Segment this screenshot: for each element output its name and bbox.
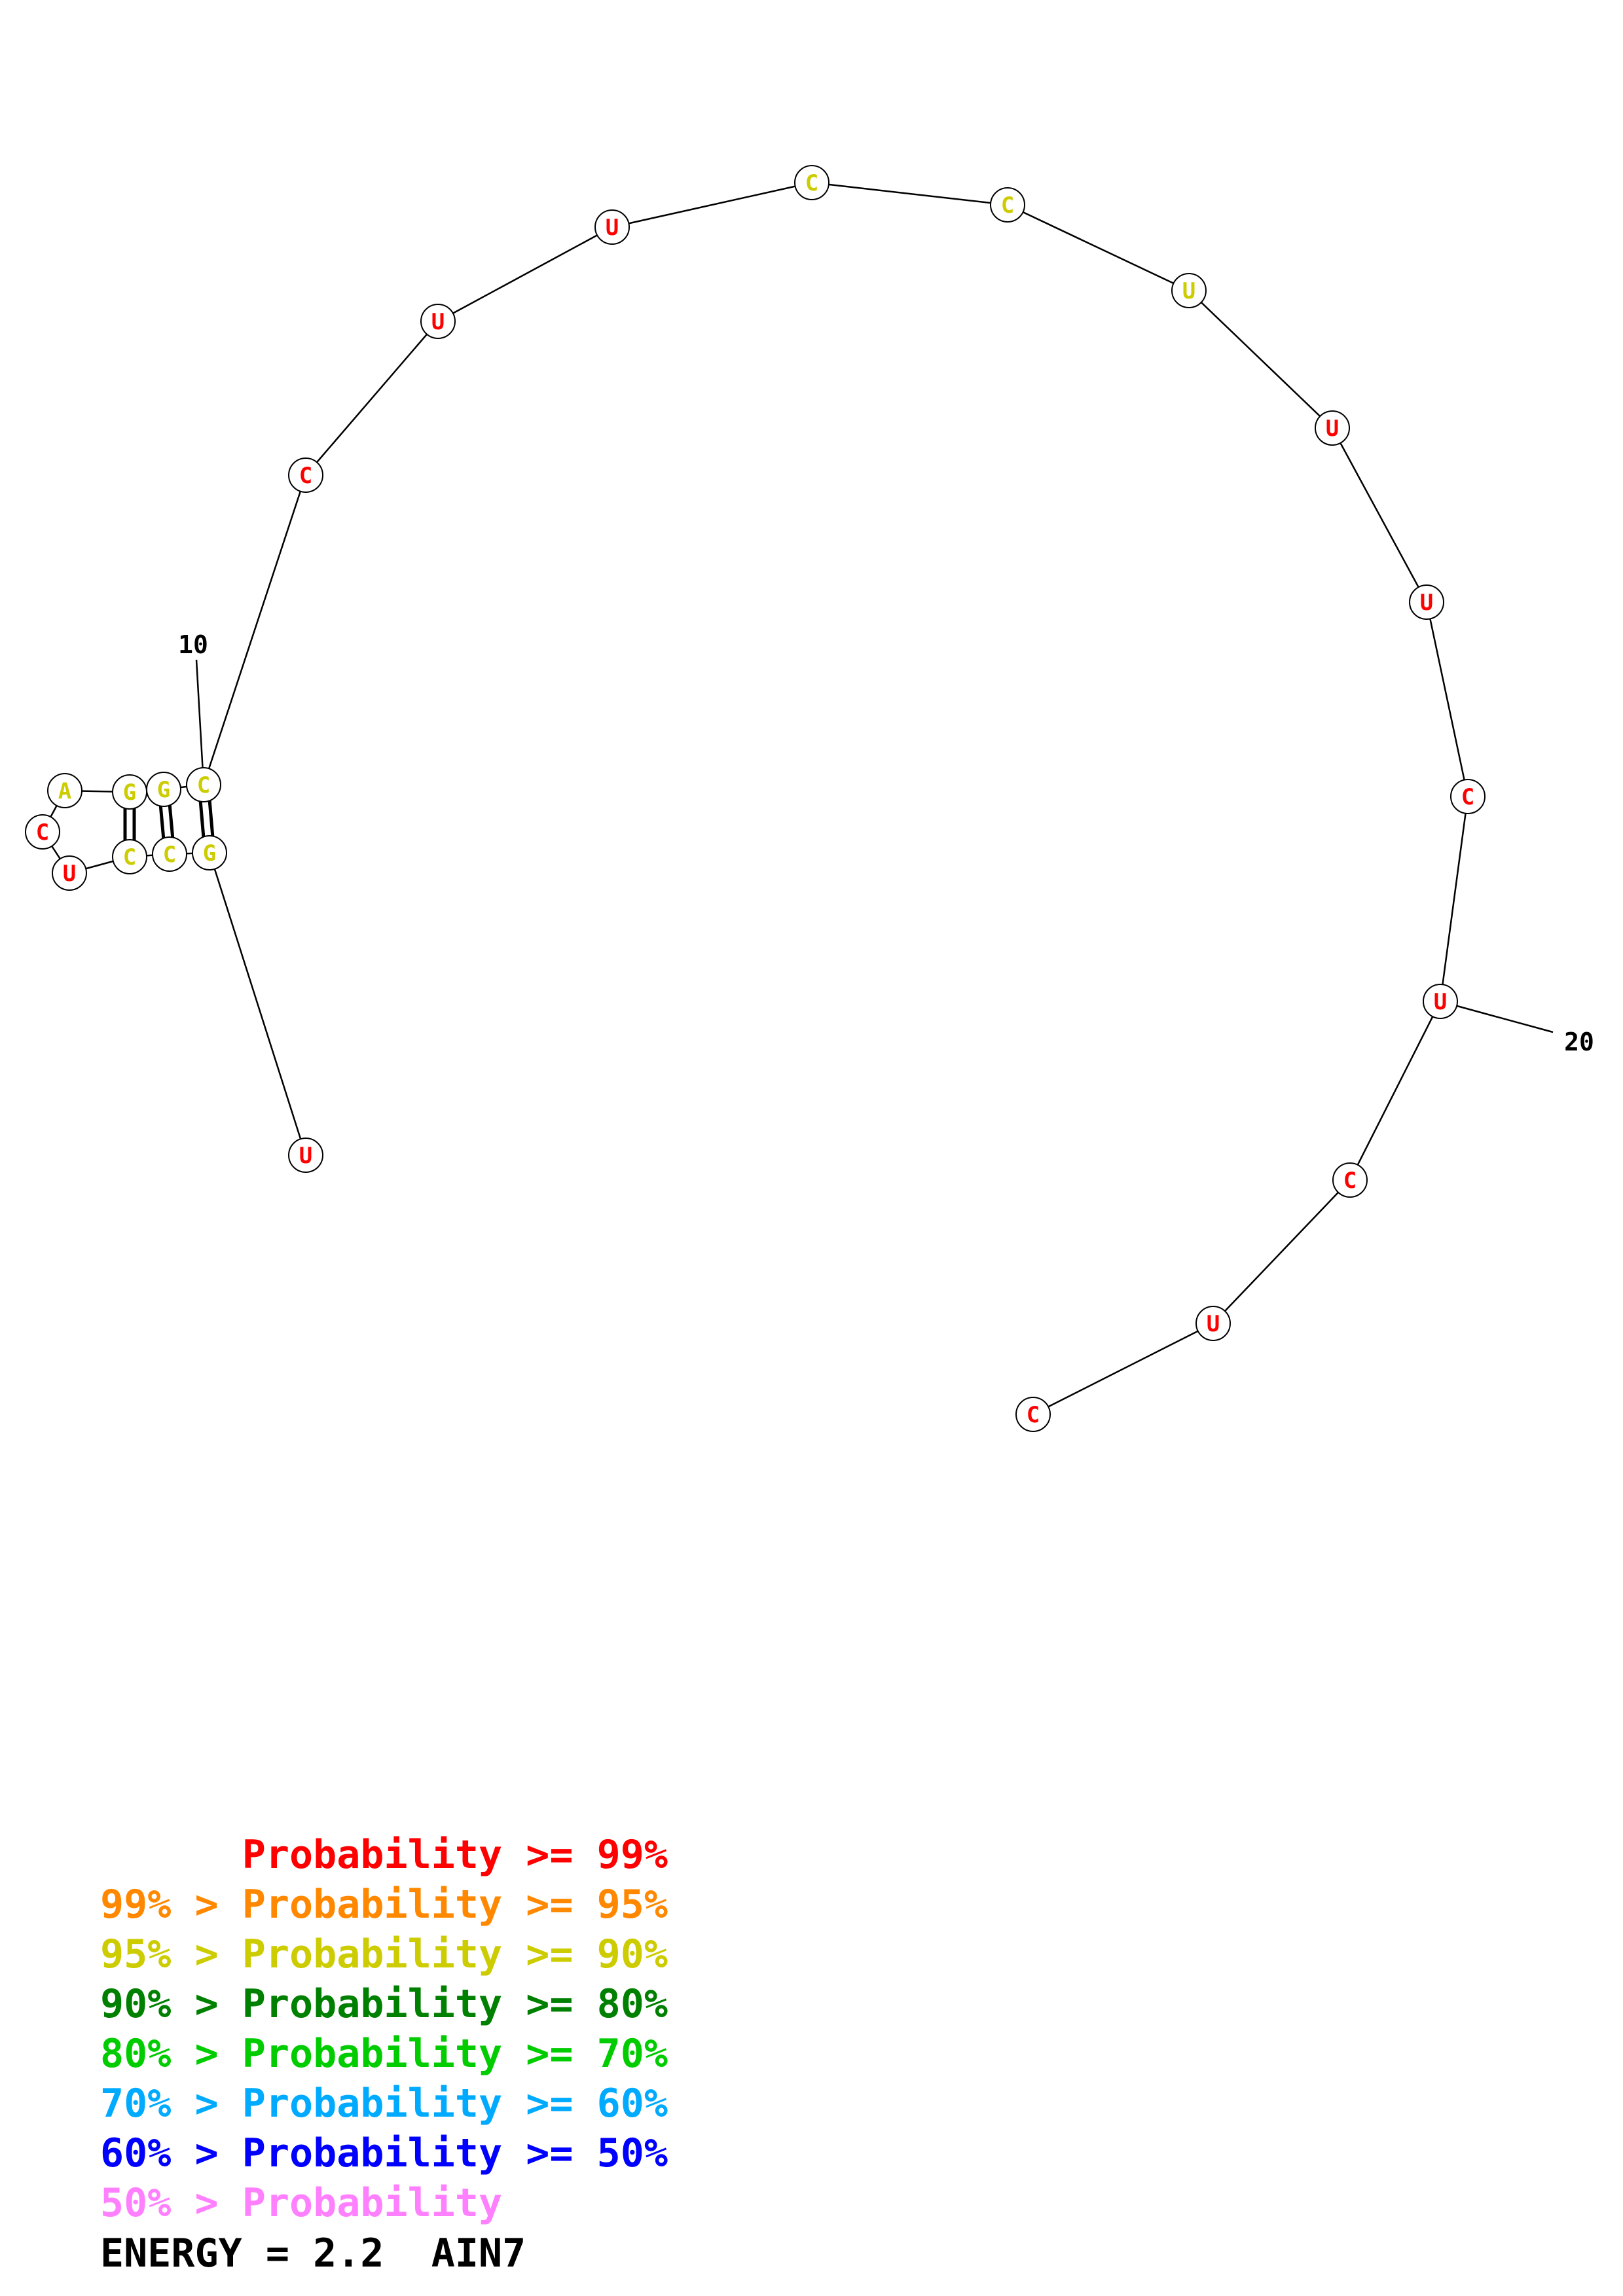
legend-entry-90: 95% > Probability >= 90% [100, 1931, 668, 1977]
nucleotide-circle [1409, 584, 1444, 620]
nucleotide-letter: C [197, 772, 210, 798]
backbone-line [202, 475, 307, 785]
legend-entry-80: 90% > Probability >= 80% [100, 1981, 668, 2027]
nucleotide-circle [1450, 779, 1486, 814]
nucleotide-letter: U [299, 1143, 312, 1169]
nucleotide-letter: C [163, 842, 176, 868]
nucleotide-circle [420, 304, 456, 339]
label-pointer-line [195, 659, 205, 785]
nucleotide-circle [1315, 410, 1350, 446]
legend-entry-below-50: 50% > Probability [100, 2180, 503, 2226]
backbone-line [1007, 204, 1190, 292]
backbone-line [611, 181, 812, 228]
position-label: 10 [178, 630, 208, 659]
legend-entry-95: 99% > Probability >= 95% [100, 1882, 668, 1928]
legend-entry-60: 70% > Probability >= 60% [100, 2081, 668, 2126]
nucleotide-letter: C [805, 170, 818, 196]
position-label: 20 [1564, 1028, 1594, 1056]
nucleotide-circle [794, 165, 830, 200]
probability-legend: Probability >= 99% 99% > Probability >= … [100, 1830, 668, 2228]
nucleotide-letter: C [123, 844, 136, 870]
label-pointer-line [1440, 1000, 1554, 1033]
nucleotide-circle [1015, 1397, 1051, 1432]
legend-entry-50: 60% > Probability >= 50% [100, 2130, 668, 2176]
nucleotide-circle [594, 209, 630, 245]
nucleotide-letter: G [203, 840, 216, 867]
nucleotide-letter: G [123, 780, 136, 806]
nucleotide-circle [146, 772, 181, 807]
nucleotide-circle [1332, 1162, 1368, 1198]
nucleotide-letter: G [157, 777, 170, 803]
nucleotide-letter: C [1001, 192, 1014, 219]
nucleotide-circle [990, 187, 1025, 223]
backbone-line [437, 226, 613, 323]
legend-entry-70: 80% > Probability >= 70% [100, 2031, 668, 2077]
nucleotide-letter: U [1434, 989, 1447, 1015]
backbone-line [1349, 1001, 1442, 1181]
nucleotide-letter: C [1343, 1168, 1357, 1194]
nucleotide-circle [288, 1138, 323, 1173]
nucleotide-circle [192, 835, 227, 870]
nucleotide-letter: C [299, 463, 312, 489]
nucleotide-letter: A [58, 778, 71, 804]
legend-entry-99: Probability >= 99% [100, 1832, 668, 1878]
nucleotide-letter: U [63, 861, 76, 887]
nucleotide-letter: C [1461, 784, 1474, 810]
backbone-line [1331, 427, 1428, 603]
nucleotide-circle [1171, 273, 1207, 308]
backbone-line [1439, 796, 1469, 1002]
nucleotide-circle [47, 773, 82, 808]
nucleotide-circle [52, 855, 87, 891]
nucleotide-letter: U [606, 215, 619, 241]
nucleotide-letter: U [1182, 278, 1195, 304]
nucleotide-letter: C [36, 819, 49, 846]
nucleotide-circle [1423, 984, 1458, 1019]
nucleotide-circle [25, 814, 60, 850]
backbone-line [1188, 290, 1333, 429]
backbone-line [811, 181, 1008, 206]
backbone-line [305, 321, 439, 476]
nucleotide-letter: U [1420, 590, 1433, 616]
nucleotide-letter: U [1207, 1311, 1220, 1337]
backbone-line [1425, 601, 1469, 797]
nucleotide-circle [112, 839, 147, 874]
backbone-line [1032, 1322, 1214, 1416]
backbone-line [208, 852, 307, 1156]
nucleotide-letter: U [1326, 416, 1339, 442]
nucleotide-circle [152, 836, 187, 872]
nucleotide-circle [288, 457, 323, 493]
energy-label: ENERGY = 2.2 AIN7 [100, 2231, 526, 2276]
nucleotide-letter: C [1027, 1402, 1040, 1428]
nucleotide-letter: U [431, 309, 445, 335]
backbone-line [1213, 1179, 1351, 1324]
nucleotide-circle [186, 767, 221, 802]
nucleotide-circle [1195, 1306, 1231, 1341]
